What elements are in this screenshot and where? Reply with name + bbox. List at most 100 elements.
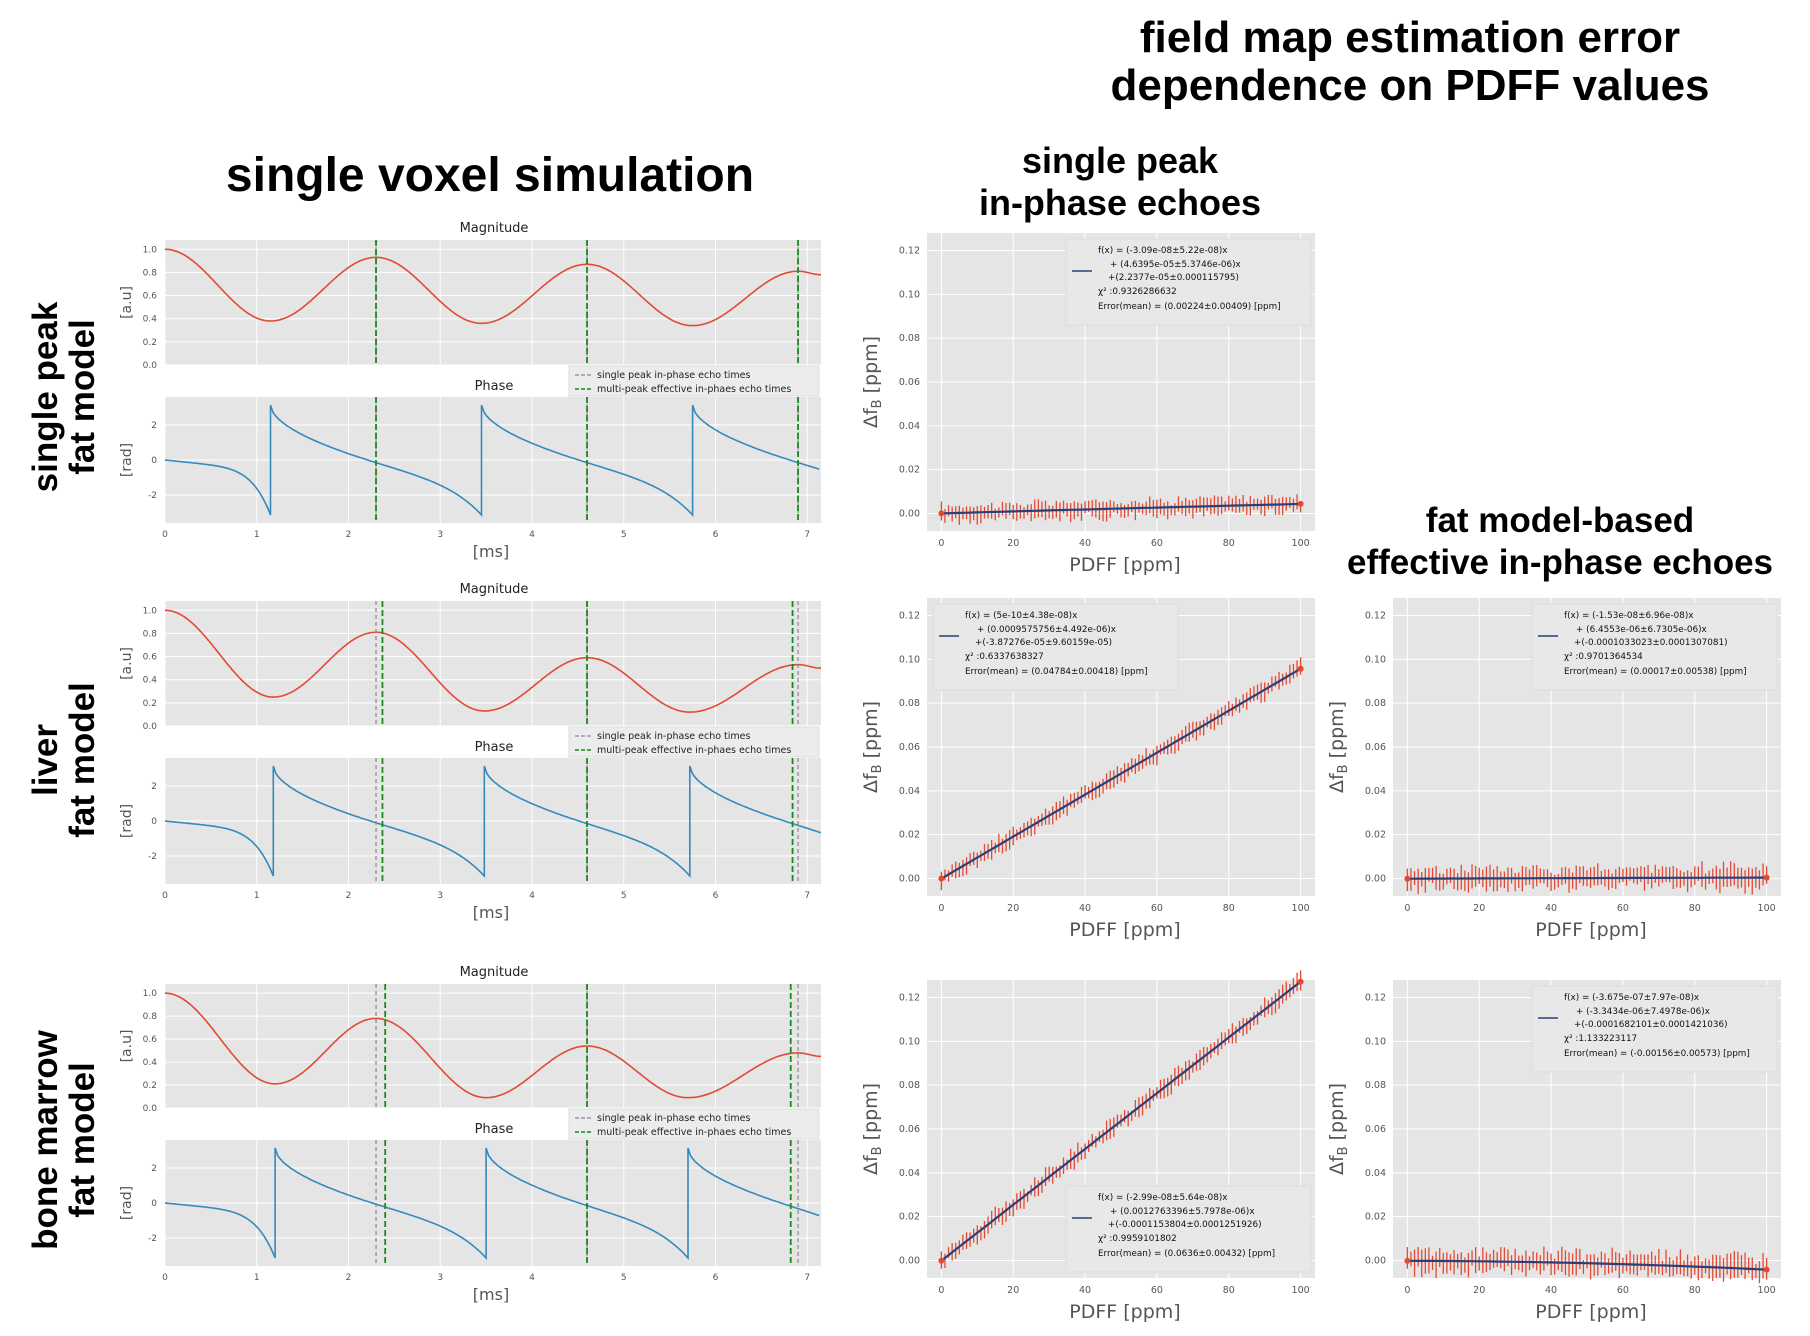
y-axis-label: ΔfB [ppm] bbox=[860, 336, 885, 428]
y-tick-label: 0.00 bbox=[899, 508, 920, 519]
y-tick-label: 0.00 bbox=[1365, 873, 1386, 884]
legend-chi2: χ² :0.9326286632 bbox=[1098, 287, 1177, 297]
y-axis-label: ΔfB [ppm] bbox=[1326, 701, 1351, 793]
x-tick-label: 0 bbox=[162, 891, 168, 901]
x-axis-label: PDFF [ppm] bbox=[1069, 554, 1180, 576]
y-tick-label: 0.4 bbox=[143, 676, 158, 686]
magnitude-line bbox=[165, 992, 821, 1099]
fit-line bbox=[1407, 876, 1767, 880]
x-tick-label: 2 bbox=[346, 1273, 352, 1283]
y-tick-label: 0.00 bbox=[1365, 1255, 1386, 1266]
legend-error-mean: Error(mean) = (0.0636±0.00432) [ppm] bbox=[1098, 1249, 1275, 1259]
y-tick-label: 0.10 bbox=[899, 1036, 920, 1047]
legend-fit-line3: +(2.2377e-05±0.000115795) bbox=[1108, 273, 1239, 283]
x-tick-label: 40 bbox=[1079, 538, 1091, 549]
y-tick-label: 0.6 bbox=[143, 653, 158, 663]
x-tick-label: 20 bbox=[1007, 1285, 1019, 1296]
x-axis-label: PDFF [ppm] bbox=[1069, 1301, 1180, 1323]
y-tick-label: 0.2 bbox=[143, 1081, 157, 1091]
legend: f(x) = (-2.99e-08±5.64e-08)x + (0.0012763… bbox=[1065, 1185, 1312, 1273]
x-tick-label: 60 bbox=[1617, 903, 1629, 914]
x-tick-label: 3 bbox=[437, 891, 443, 901]
legend-fit-line3: +(-0.0001682101±0.0001421036) bbox=[1574, 1020, 1728, 1030]
y-tick-label: 0.08 bbox=[899, 1080, 920, 1091]
y-tick-label: 0.12 bbox=[899, 246, 920, 257]
magnitude-plot: 0.0 0.2 0.4 0.6 0.8 1.0 Magnitude [a.u] single p… bbox=[119, 582, 821, 758]
legend: f(x) = (-3.675e-07±7.97e-08)x + (-3.3434e… bbox=[1531, 985, 1778, 1073]
x-tick-label: 100 bbox=[1758, 903, 1776, 914]
legend-chi2: χ² :1.133223117 bbox=[1564, 1034, 1637, 1044]
legend-box bbox=[1065, 1185, 1312, 1273]
data-point bbox=[1404, 875, 1411, 882]
y-tick-label: 0.8 bbox=[143, 629, 158, 639]
magnitude-line bbox=[165, 248, 821, 327]
y-tick-label: 0.2 bbox=[143, 699, 157, 709]
fit-line bbox=[1407, 1259, 1767, 1271]
phase-y-label: [rad] bbox=[119, 1186, 135, 1220]
y-tick-label: 0 bbox=[151, 817, 157, 827]
x-axis-label: PDFF [ppm] bbox=[1535, 1301, 1646, 1323]
y-tick-label: 0.02 bbox=[1365, 1212, 1386, 1223]
x-tick-label: 5 bbox=[621, 530, 627, 540]
y-axis-label: ΔfB [ppm] bbox=[860, 701, 885, 793]
x-tick-label: 40 bbox=[1545, 1285, 1557, 1296]
data-point bbox=[1763, 874, 1770, 881]
main-title-line2: dependence on PDFF values bbox=[1110, 61, 1710, 110]
y-tick-label: 0.06 bbox=[899, 1124, 920, 1135]
x-tick-label: 20 bbox=[1473, 1285, 1485, 1296]
fit-plot: 0.00 0.02 0.04 0.06 0.08 0.10 0.12 0 20 40 60 80 100… bbox=[1326, 598, 1781, 941]
y-tick-label: 0.02 bbox=[899, 1212, 920, 1223]
phase-x-label: [ms] bbox=[473, 542, 509, 561]
x-tick-label: 40 bbox=[1545, 903, 1557, 914]
x-tick-label: 5 bbox=[621, 1273, 627, 1283]
phase-line bbox=[164, 404, 820, 518]
legend-fit-line1: f(x) = (5e-10±4.38e-08)x bbox=[965, 611, 1077, 621]
y-tick-label: 0.06 bbox=[1365, 742, 1386, 753]
data-point bbox=[1297, 665, 1304, 672]
y-tick-label: -2 bbox=[148, 852, 157, 862]
data-point bbox=[938, 510, 945, 517]
x-tick-label: 20 bbox=[1007, 903, 1019, 914]
x-tick-label: 80 bbox=[1223, 903, 1235, 914]
col-title-single-peak-line1: single peak bbox=[1021, 140, 1219, 181]
y-tick-label: 0.06 bbox=[899, 742, 920, 753]
y-tick-label: 0.4 bbox=[143, 315, 158, 325]
magnitude-y-label: [a.u] bbox=[119, 647, 135, 680]
phase-title: Phase bbox=[475, 379, 514, 394]
data-point bbox=[1297, 500, 1304, 507]
legend-error-mean: Error(mean) = (0.04784±0.00418) [ppm] bbox=[965, 667, 1148, 677]
magnitude-title: Magnitude bbox=[460, 221, 529, 236]
y-tick-label: 0.08 bbox=[899, 698, 920, 709]
y-tick-label: 0.00 bbox=[899, 1255, 920, 1266]
col-title-fat-model-line1: fat model-based bbox=[1425, 501, 1695, 540]
y-tick-label: 0.12 bbox=[899, 611, 920, 622]
legend-fit-line2: + (0.0012763396±5.7978e-06)x bbox=[1110, 1207, 1255, 1217]
x-tick-label: 60 bbox=[1151, 903, 1163, 914]
phase-y-label: [rad] bbox=[119, 443, 135, 477]
x-tick-label: 20 bbox=[1007, 538, 1019, 549]
y-tick-label: 0.06 bbox=[899, 377, 920, 388]
y-tick-label: -2 bbox=[148, 491, 157, 501]
legend-error-mean: Error(mean) = (-0.00156±0.00573) [ppm] bbox=[1564, 1049, 1750, 1059]
phase-plot: -2 0 2 0 1 2 3 4 5 6 7 Phase [rad] [ms] bbox=[119, 1122, 821, 1304]
legend-fit-line3: +(-0.0001033023±0.0001307081) bbox=[1574, 638, 1728, 648]
y-tick-label: 0 bbox=[151, 456, 157, 466]
magnitude-y-label: [a.u] bbox=[119, 286, 135, 319]
x-tick-label: 3 bbox=[437, 530, 443, 540]
data-point bbox=[1404, 1257, 1411, 1264]
x-tick-label: 80 bbox=[1689, 1285, 1701, 1296]
x-tick-label: 5 bbox=[621, 891, 627, 901]
x-tick-label: 7 bbox=[804, 891, 810, 901]
legend-box bbox=[568, 1108, 820, 1140]
data-point bbox=[938, 875, 945, 882]
x-tick-label: 4 bbox=[529, 1273, 535, 1283]
y-tick-label: 0.0 bbox=[143, 1104, 158, 1114]
legend-error-mean: Error(mean) = (0.00224±0.00409) [ppm] bbox=[1098, 302, 1281, 312]
phase-plot: -2 0 2 0 1 2 3 4 5 6 7 Phase [rad] [ms] bbox=[119, 379, 821, 561]
x-tick-label: 0 bbox=[938, 538, 944, 549]
legend-chi2: χ² :0.6337638327 bbox=[965, 652, 1044, 662]
legend-fit-line3: +(-3.87276e-05±9.60159e-05) bbox=[975, 638, 1112, 648]
data-point bbox=[1297, 978, 1304, 985]
phase-x-label: [ms] bbox=[473, 903, 509, 922]
fit-line bbox=[940, 980, 1302, 1262]
